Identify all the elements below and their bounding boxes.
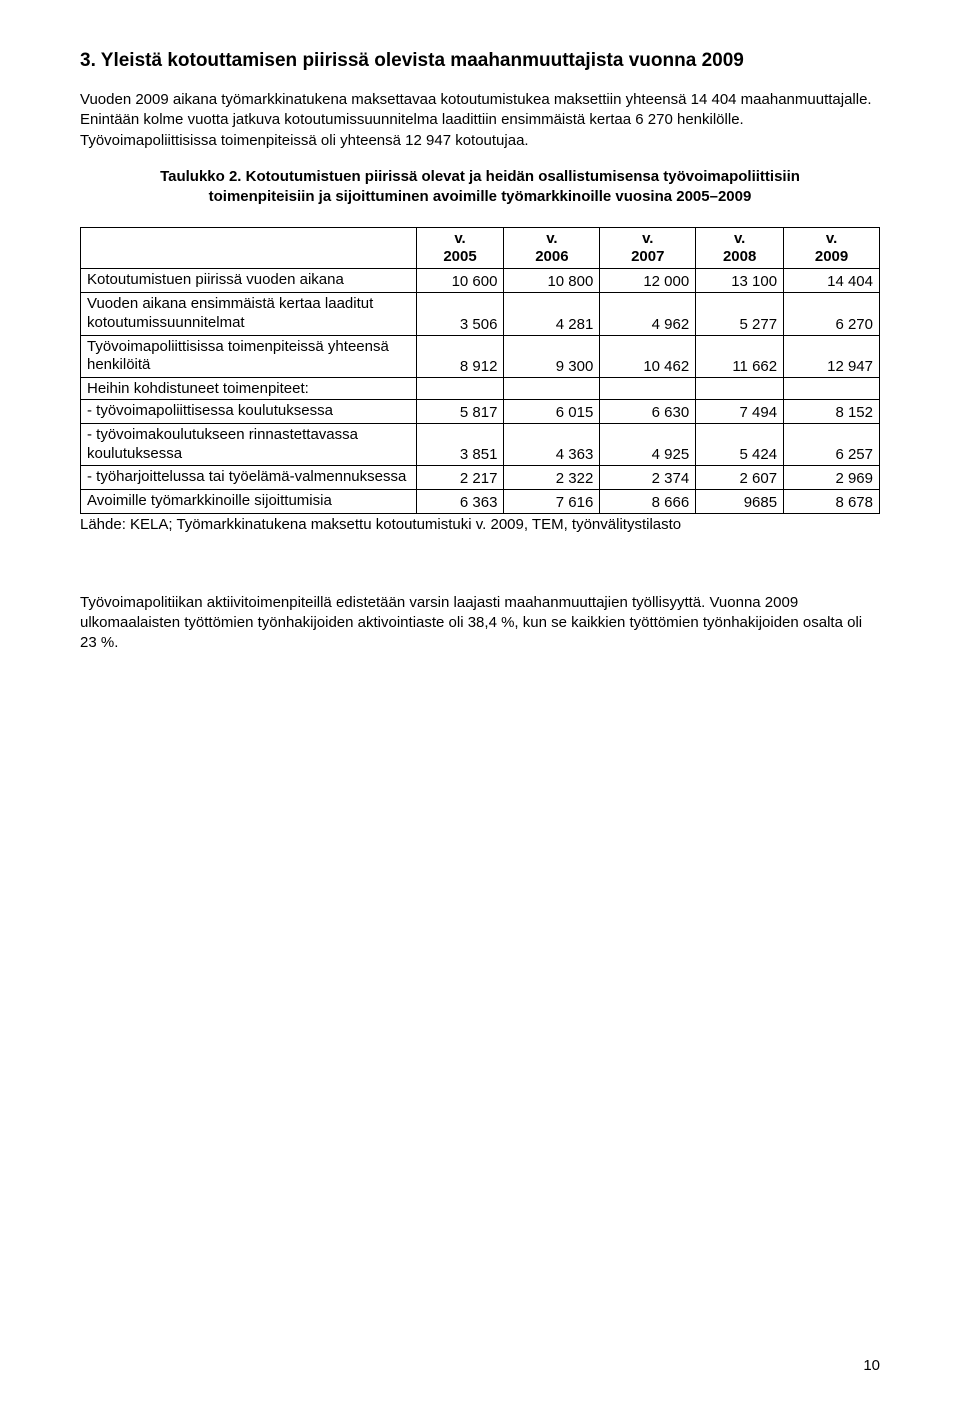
table-row: - työvoimakoulutukseen rinnastettavassa … [81, 423, 880, 466]
table-cell: 12 947 [784, 335, 880, 378]
table-cell: 2 607 [696, 466, 784, 490]
table-cell: 2 322 [504, 466, 600, 490]
table-cell: 8 666 [600, 490, 696, 514]
table-row-label: Vuoden aikana ensimmäistä kertaa laaditu… [81, 293, 417, 336]
table-row: Työvoimapoliittisissa toimenpiteissä yht… [81, 335, 880, 378]
table-cell: 2 217 [416, 466, 504, 490]
table-row-label: - työharjoittelussa tai työelämä-valmenn… [81, 466, 417, 490]
table-source: Lähde: KELA; Työmarkkinatukena maksettu … [80, 516, 880, 533]
table-caption: Taulukko 2. Kotoutumistuen piirissä olev… [140, 167, 820, 208]
table-cell: 11 662 [696, 335, 784, 378]
table-row-label: - työvoimapoliittisessa koulutuksessa [81, 400, 417, 424]
table-cell [504, 378, 600, 400]
table-header: v.2008 [696, 228, 784, 269]
data-table: v.2005v.2006v.2007v.2008v.2009Kotoutumis… [80, 227, 880, 514]
table-row-label: - työvoimakoulutukseen rinnastettavassa … [81, 423, 417, 466]
table-cell [696, 378, 784, 400]
table-row-label: Heihin kohdistuneet toimenpiteet: [81, 378, 417, 400]
table-cell [600, 378, 696, 400]
table-row: Vuoden aikana ensimmäistä kertaa laaditu… [81, 293, 880, 336]
table-row: Kotoutumistuen piirissä vuoden aikana10 … [81, 269, 880, 293]
page-number: 10 [863, 1357, 880, 1374]
table-cell: 6 270 [784, 293, 880, 336]
table-header: v.2007 [600, 228, 696, 269]
table-row: - työvoimapoliittisessa koulutuksessa5 8… [81, 400, 880, 424]
table-cell: 8 912 [416, 335, 504, 378]
table-cell: 4 281 [504, 293, 600, 336]
table-cell: 14 404 [784, 269, 880, 293]
table-cell: 6 015 [504, 400, 600, 424]
table-cell: 2 969 [784, 466, 880, 490]
table-row: - työharjoittelussa tai työelämä-valmenn… [81, 466, 880, 490]
table-cell: 9 300 [504, 335, 600, 378]
table-cell: 6 257 [784, 423, 880, 466]
table-cell: 4 925 [600, 423, 696, 466]
table-cell: 10 800 [504, 269, 600, 293]
table-cell: 9685 [696, 490, 784, 514]
table-cell: 6 630 [600, 400, 696, 424]
table-row-label: Työvoimapoliittisissa toimenpiteissä yht… [81, 335, 417, 378]
closing-paragraph: Työvoimapolitiikan aktiivitoimenpiteillä… [80, 593, 880, 654]
table-cell: 10 600 [416, 269, 504, 293]
table-header-blank [81, 228, 417, 269]
intro-paragraph: Vuoden 2009 aikana työmarkkinatukena mak… [80, 90, 880, 151]
table-cell: 4 962 [600, 293, 696, 336]
table-row: Avoimille työmarkkinoille sijoittumisia6… [81, 490, 880, 514]
table-cell: 6 363 [416, 490, 504, 514]
table-cell [784, 378, 880, 400]
table-cell: 10 462 [600, 335, 696, 378]
table-cell: 2 374 [600, 466, 696, 490]
table-cell: 4 363 [504, 423, 600, 466]
table-cell: 12 000 [600, 269, 696, 293]
table-header: v.2009 [784, 228, 880, 269]
table-cell: 13 100 [696, 269, 784, 293]
table-cell: 8 678 [784, 490, 880, 514]
table-cell [416, 378, 504, 400]
table-header: v.2006 [504, 228, 600, 269]
table-header: v.2005 [416, 228, 504, 269]
table-cell: 8 152 [784, 400, 880, 424]
table-cell: 7 494 [696, 400, 784, 424]
table-row: Heihin kohdistuneet toimenpiteet: [81, 378, 880, 400]
table-row-label: Avoimille työmarkkinoille sijoittumisia [81, 490, 417, 514]
section-heading: 3. Yleistä kotouttamisen piirissä olevis… [80, 50, 880, 72]
table-cell: 5 277 [696, 293, 784, 336]
table-cell: 5 817 [416, 400, 504, 424]
table-cell: 5 424 [696, 423, 784, 466]
table-cell: 7 616 [504, 490, 600, 514]
table-cell: 3 506 [416, 293, 504, 336]
table-cell: 3 851 [416, 423, 504, 466]
table-row-label: Kotoutumistuen piirissä vuoden aikana [81, 269, 417, 293]
